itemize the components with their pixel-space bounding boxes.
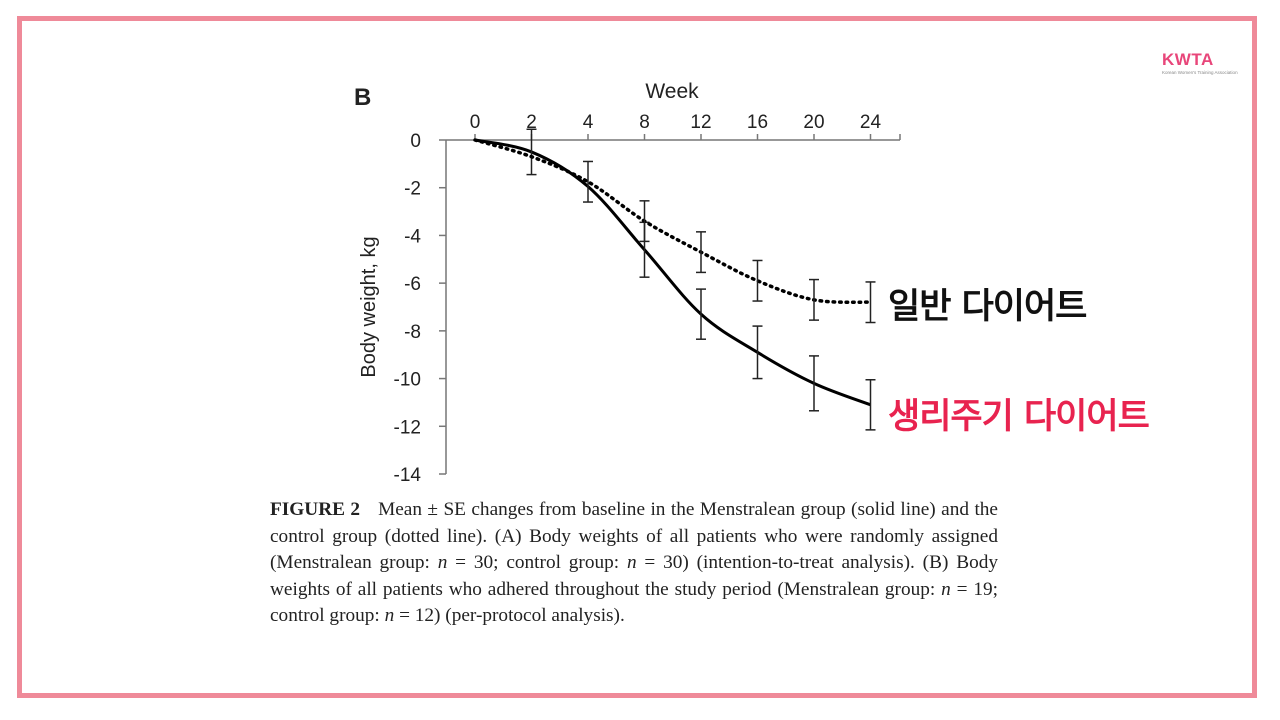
solid-series-line — [474, 138, 872, 407]
cycle-diet-annotation: 생리주기 다이어트 — [888, 397, 1150, 437]
y-tick-label: -2 — [404, 179, 421, 200]
y-tick-label: 0 — [410, 131, 421, 152]
caption-n-3: n — [941, 578, 951, 600]
x-axis-title: Week — [645, 80, 699, 103]
x-tick-label: 16 — [747, 112, 768, 133]
caption-text-5: = 12) (per-protocol analysis). — [394, 605, 625, 626]
caption-text-4: = 19; control group: — [270, 578, 999, 627]
x-tick-label: 8 — [639, 112, 650, 133]
y-tick-label: -14 — [394, 465, 422, 486]
caption-text-2: = 30; control group: — [447, 552, 627, 573]
slide-frame — [17, 16, 1257, 698]
y-tick-label: -4 — [404, 226, 421, 247]
y-tick-label: -12 — [394, 417, 421, 438]
x-tick-label: 2 — [526, 112, 537, 133]
caption-n-4: n — [384, 605, 395, 626]
x-tick-label: 4 — [583, 112, 594, 133]
figure-caption: FIGURE 2 Mean ± SE changes from baseline … — [270, 497, 998, 630]
y-tick-label: -6 — [404, 274, 421, 295]
figure-label: FIGURE 2 — [270, 499, 361, 520]
x-tick-label: 24 — [860, 112, 882, 133]
kwta-logo: KWTA Korean Women's Training Association — [1160, 50, 1238, 80]
logo-subtitle: Korean Women's Training Association — [1162, 70, 1238, 75]
panel-letter: B — [354, 84, 372, 111]
y-tick-label: -10 — [394, 370, 421, 391]
dotted-series-line — [473, 138, 873, 304]
caption-n-1: n — [437, 552, 448, 573]
caption-text-1: Mean ± SE changes from baseline in the M… — [270, 499, 998, 573]
x-tick-label: 0 — [470, 112, 481, 133]
y-tick-label: -8 — [404, 322, 421, 343]
y-axis-title: Body weight, kg — [358, 236, 380, 377]
logo-text: KWTA — [1162, 50, 1214, 69]
caption-n-2: n — [626, 552, 637, 573]
caption-text-3: = 30) (intention-to-treat analysis). (B)… — [270, 552, 998, 600]
normal-diet-annotation: 일반 다이어트 — [888, 287, 1087, 327]
x-tick-label: 12 — [690, 112, 711, 133]
x-tick-label: 20 — [803, 112, 824, 133]
